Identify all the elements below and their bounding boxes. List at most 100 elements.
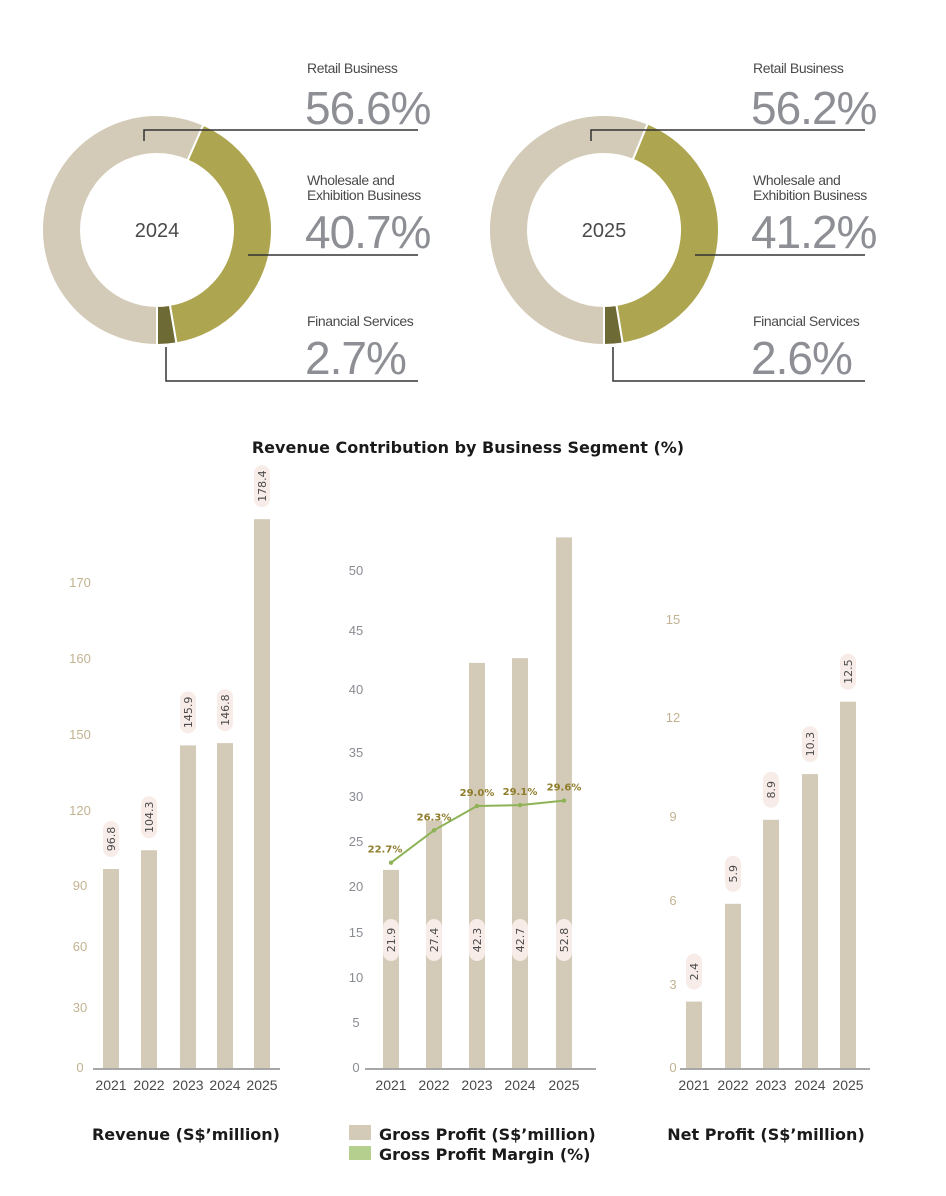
value-label: 146.8 (219, 694, 232, 726)
bar-gross-profit-2021 (383, 869, 399, 1068)
net-profit-chart-title: Net Profit (S$’million) (667, 1125, 865, 1144)
net-profit-chart: 0 3 6 9 12 15 2021 2.4 2022 5.9 2023 8.9 2024 10.3 202… (666, 612, 870, 1093)
y-tick-label: 6 (669, 893, 676, 908)
y-tick-label: 25 (349, 834, 363, 849)
gross-profit-margin-point (561, 798, 567, 803)
value-label: 5.9 (727, 865, 740, 883)
x-tick-label: 2023 (755, 1077, 786, 1093)
x-tick-label: 2021 (375, 1077, 406, 1093)
x-tick-label: 2022 (717, 1077, 748, 1093)
x-tick-label: 2021 (678, 1077, 709, 1093)
segment-name-wholesale: Exhibition Business (753, 187, 867, 203)
value-label: 10.3 (804, 732, 817, 757)
y-tick-label: 150 (69, 727, 91, 742)
donut-segment-retail (488, 114, 649, 347)
value-label-pill (763, 771, 779, 808)
value-label-pill (802, 726, 818, 763)
y-tick-label: 12 (666, 710, 680, 725)
legend-swatch-gross-profit (349, 1125, 371, 1140)
legend-label-gross-profit-margin: Gross Profit Margin (%) (379, 1145, 590, 1164)
gross-profit-margin-label: 29.1% (503, 787, 538, 798)
gross-profit-margin-label: 29.0% (460, 788, 495, 799)
bar-revenue-2023 (180, 745, 196, 1068)
value-label-pill (217, 689, 233, 732)
y-tick-label: 0 (76, 1060, 83, 1075)
y-tick-label: 15 (349, 925, 363, 940)
value-label: 104.3 (143, 802, 156, 834)
x-tick-label: 2024 (794, 1077, 825, 1093)
segment-name-retail: Retail Business (753, 60, 844, 76)
x-tick-label: 2025 (548, 1077, 579, 1093)
leader-line-retail (143, 129, 418, 141)
y-tick-label: 60 (73, 939, 87, 954)
y-tick-label: 50 (349, 563, 363, 578)
value-label: 145.9 (182, 697, 195, 729)
y-tick-label: 30 (349, 789, 363, 804)
value-label: 42.7 (514, 928, 527, 953)
value-label-pill (686, 953, 702, 990)
value-label-pill (426, 919, 442, 961)
y-tick-label: 35 (349, 745, 363, 760)
y-tick-label: 30 (73, 1000, 87, 1015)
x-tick-label: 2025 (246, 1077, 277, 1093)
value-label: 12.5 (842, 659, 855, 684)
bar-net-profit-2024 (802, 774, 818, 1068)
leader-line-financial (165, 347, 418, 382)
donut-center-year: 2025 (582, 220, 627, 242)
value-label-pill (180, 691, 196, 734)
bar-net-profit-2022 (725, 903, 741, 1068)
legend-label-gross-profit: Gross Profit (S$’million) (379, 1125, 596, 1144)
legend-swatch-gross-profit-margin (349, 1146, 371, 1160)
value-label: 2.4 (688, 963, 701, 981)
donut-segment-wholesale (168, 123, 273, 345)
bar-net-profit-2023 (763, 819, 779, 1068)
y-tick-label: 20 (349, 879, 363, 894)
revenue-chart: 0 30 60 90 120 150 160 170 2021 96.8 2022 104.3 2023… (69, 465, 280, 1093)
segment-percent-wholesale: 41.2% (751, 206, 877, 258)
bar-revenue-2024 (217, 743, 233, 1068)
bar-net-profit-2021 (686, 1001, 702, 1068)
donut-center-year: 2024 (135, 220, 180, 242)
value-label: 52.8 (558, 928, 571, 953)
bar-revenue-2021 (103, 869, 119, 1068)
segment-name-wholesale: Wholesale and (753, 172, 840, 188)
value-label-pill (141, 796, 157, 839)
donut-chart-2024: 2024 Retail Business 56.6% Wholesale andExh… (41, 60, 432, 384)
value-label-pill (383, 919, 399, 961)
value-label: 27.4 (428, 928, 441, 953)
segment-name-retail: Retail Business (307, 60, 398, 76)
segment-percent-retail: 56.6% (305, 82, 431, 134)
x-tick-label: 2024 (209, 1077, 240, 1093)
y-tick-label: 40 (349, 682, 363, 697)
value-label-pill (840, 653, 856, 690)
value-label: 96.8 (105, 827, 118, 852)
value-label-pill (103, 821, 119, 857)
revenue-chart-title: Revenue (S$’million) (92, 1125, 280, 1144)
segment-percent-financial: 2.7% (305, 332, 406, 384)
gross-profit-margin-point (474, 803, 480, 809)
leader-line-financial (612, 347, 865, 382)
y-tick-label: 160 (69, 651, 91, 666)
gross-profit-margin-label: 26.3% (417, 812, 452, 823)
value-label-pill (254, 465, 270, 508)
segment-name-wholesale: Exhibition Business (307, 187, 421, 203)
y-tick-label: 15 (666, 612, 680, 627)
value-label: 42.3 (471, 928, 484, 953)
segment-percent-financial: 2.6% (751, 332, 852, 384)
y-tick-label: 5 (352, 1015, 359, 1030)
segment-percent-retail: 56.2% (751, 82, 877, 134)
value-label-pill (512, 919, 528, 961)
y-tick-label: 9 (669, 809, 676, 824)
bar-net-profit-2025 (840, 701, 856, 1068)
donut-segment-wholesale (615, 122, 720, 345)
bar-gross-profit-2023 (469, 662, 485, 1068)
leader-line-retail (590, 129, 865, 141)
y-tick-label: 10 (349, 970, 363, 985)
gross-profit-margin-label: 29.6% (547, 783, 582, 794)
value-label: 8.9 (765, 781, 778, 799)
y-tick-label: 0 (352, 1060, 359, 1075)
y-tick-label: 3 (669, 977, 676, 992)
segment-percent-wholesale: 40.7% (305, 206, 431, 258)
value-label: 178.4 (256, 470, 269, 502)
